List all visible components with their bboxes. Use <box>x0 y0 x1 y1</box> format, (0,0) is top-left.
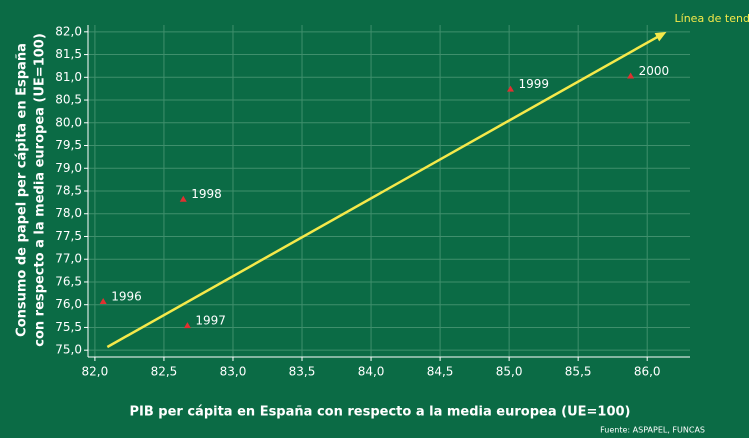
y-tick-label: 75,5 <box>55 320 82 334</box>
point-label: 1996 <box>111 290 142 304</box>
trend-line <box>106 35 659 349</box>
trend-arrowhead <box>654 31 667 42</box>
x-tick-label: 84,0 <box>358 365 385 379</box>
y-tick-label: 82,0 <box>55 24 82 38</box>
point-label: 1997 <box>195 314 226 328</box>
x-tick-label: 85,0 <box>496 365 523 379</box>
x-tick-label: 83,0 <box>220 365 247 379</box>
point-label: 2000 <box>639 64 670 78</box>
source: Fuente: ASPAPEL, FUNCAS <box>600 426 705 435</box>
trend-label: Línea de tendencia <box>675 12 749 25</box>
y-tick-label: 78,5 <box>55 184 82 198</box>
point <box>627 72 635 79</box>
point-label: 1998 <box>191 187 222 201</box>
x-tick-label: 82,0 <box>82 365 109 379</box>
point-label: 1999 <box>519 77 550 91</box>
y-tick-label: 80,0 <box>55 115 82 129</box>
x-tick-label: 83,5 <box>289 365 316 379</box>
y-tick-label: 76,0 <box>55 297 82 311</box>
y-tick-label: 77,0 <box>55 252 82 266</box>
y-tick-label: 79,5 <box>55 138 82 152</box>
x-tick-label: 86,0 <box>634 365 661 379</box>
y-tick-label: 81,5 <box>55 47 82 61</box>
point <box>183 322 191 329</box>
y-tick-label: 80,5 <box>55 93 82 107</box>
y-tick-label: 76,5 <box>55 274 82 288</box>
point <box>507 85 515 92</box>
y-tick-label: 78,0 <box>55 206 82 220</box>
x-tick-label: 84,5 <box>427 365 454 379</box>
y-tick-label: 79,0 <box>55 161 82 175</box>
x-axis-label: PIB per cápita en España con respecto a … <box>129 405 630 420</box>
y-axis-label: con respecto a la media europea (UE=100) <box>33 33 48 347</box>
y-tick-label: 81,0 <box>55 70 82 84</box>
point <box>99 298 107 305</box>
y-tick-label: 75,0 <box>55 343 82 357</box>
x-tick-label: 85,5 <box>565 365 592 379</box>
y-axis-label: Consumo de papel per cápita en España <box>15 43 30 337</box>
x-tick-label: 82,5 <box>151 365 178 379</box>
point <box>179 195 187 202</box>
y-tick-label: 77,5 <box>55 229 82 243</box>
